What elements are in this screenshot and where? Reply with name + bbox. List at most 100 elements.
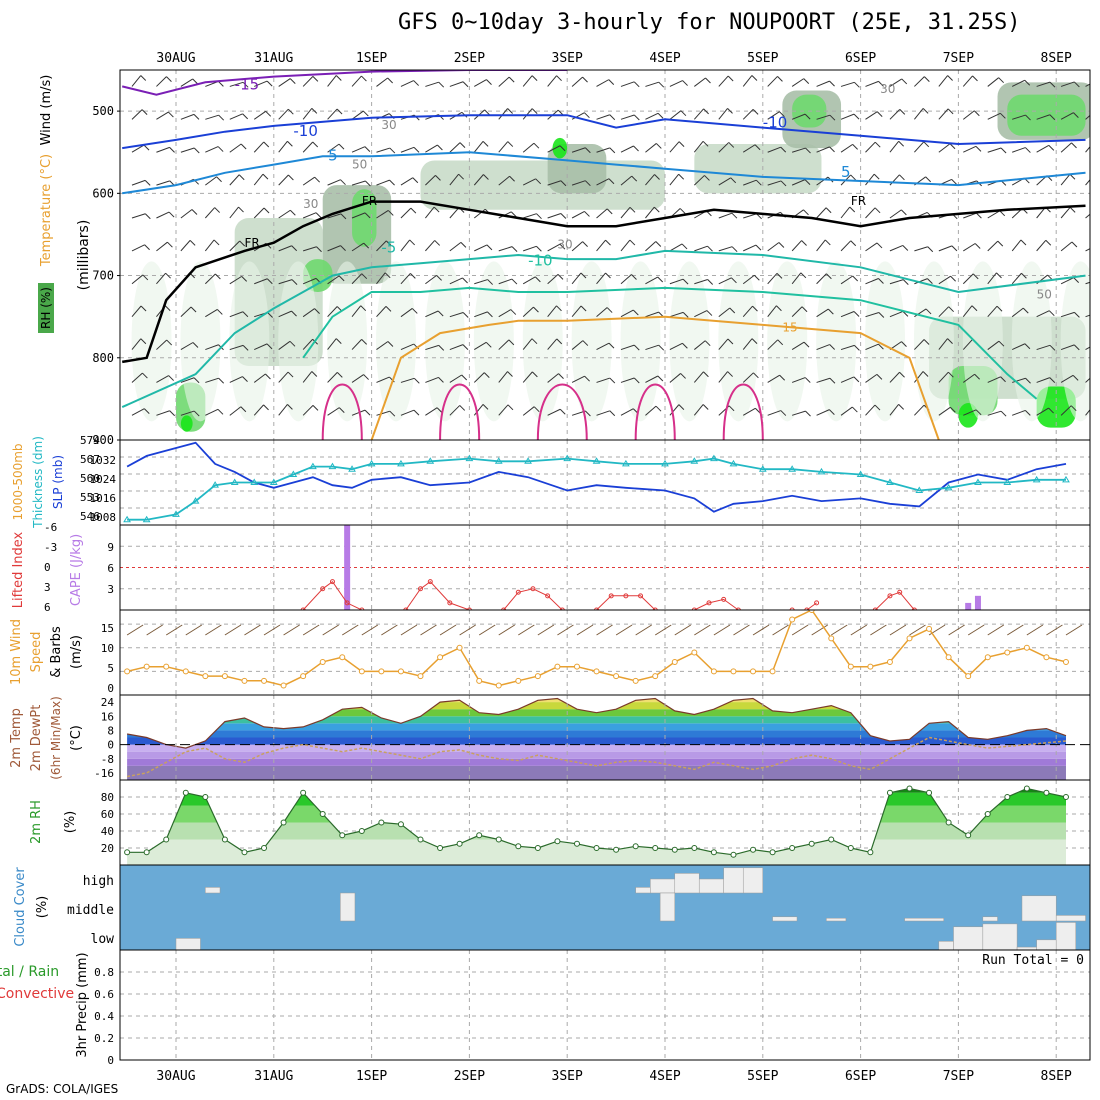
wind-barb [889,371,900,383]
wind-barb-flag [361,273,368,280]
pressure-tick: 700 [92,269,114,283]
wind-barb-flag [411,308,418,314]
wind-barb [131,305,142,317]
wind-barb [645,276,658,285]
wind-barb [376,410,391,416]
wind-barb [791,179,806,186]
wind-barb [327,407,340,416]
wind-barb-flag [854,345,860,351]
wind-barb [669,342,683,351]
wind-barb [156,146,170,153]
cloud-cell [982,916,998,922]
wind-barb-flag [703,108,709,115]
wind-barb [205,377,219,383]
rh-marker [573,840,580,847]
wind-barb-flag [240,143,247,150]
wind-barb [180,342,194,350]
wind-barb [938,275,951,285]
wind-speed-marker [476,677,483,684]
slp-tick: 1032 [90,454,117,467]
rh-haze [229,261,270,422]
wind-barb [596,114,610,120]
rh-tick: 20 [101,842,114,855]
wind-barb-flag [438,81,445,88]
wind-barb [278,371,289,383]
lifted-index-marker [559,607,565,610]
wind-barb-flag [189,240,196,246]
wind-barb-flag [825,207,832,214]
rh-haze [180,261,221,422]
wind-barb-flag [780,146,787,153]
wind-barb [156,339,168,350]
wind-barb-flag [287,140,293,147]
wind-barb-flag [754,144,761,151]
wind-barb-flag [1096,209,1100,214]
wind-barb [498,246,513,252]
wind-label: Wind (m/s) [39,75,54,146]
wind-barb [1036,344,1051,351]
wind-barb [156,241,168,252]
wind-barb-flag [507,371,513,377]
wind-barb-flag [1094,404,1099,409]
wind-speed-marker [319,658,326,665]
wind-barb [1036,114,1051,120]
wind-barb [547,373,559,383]
wind-tick: 10 [101,642,114,655]
wind-speed-marker [143,663,150,670]
thickness-marker [397,459,405,467]
wind-barb [767,305,777,317]
cloud-cell [982,923,1018,950]
wind-barb [1085,281,1090,285]
wind-barb [693,175,705,186]
contour-label: 50 [1037,288,1052,302]
wind-barb-flag [585,147,591,154]
wind-barb [156,272,166,285]
wind-barb-flag [703,371,709,378]
wind-barb-flag [508,339,515,346]
wind-barb-flag [778,242,785,248]
rh-tick: 60 [101,808,114,821]
wind-barb-flag [216,309,223,315]
surface-barb [400,624,418,636]
wind-barb [1060,142,1072,153]
temp-band [127,758,1067,766]
wind-barb-flag [606,208,613,215]
rh-marker [1023,785,1030,792]
rh-marker [261,845,268,851]
wind-barb-flag [361,75,367,82]
wind-barb-flag [289,209,296,216]
wind-barb [376,179,390,186]
wind-barb [914,76,925,87]
wind-barb [987,272,997,285]
wind-barb [840,206,851,219]
wind-barb [498,309,512,318]
dewpoint-line [126,736,1067,778]
wind-barb [474,279,488,285]
wind-barb-flag [973,110,980,117]
wind-barb [669,173,680,186]
wind-barb [645,344,659,351]
wind-speed-marker [808,610,815,613]
wind-barb-flag [533,306,539,313]
wind-barb-flag [727,108,733,114]
wind-barb-flag [486,244,493,251]
thickness-marker [1062,475,1070,483]
wind-barb [449,241,462,252]
wind-barb [962,110,975,120]
wind-barb [596,342,610,350]
rh-marker [652,845,659,851]
wind-barb [718,277,732,285]
temp-band [127,737,1067,745]
wind-barb [791,377,806,383]
wind-barb-flag [922,371,929,377]
wind-barb-flag [511,246,518,252]
wind-barb-flag [878,343,884,350]
wind-barb-flag [140,75,147,81]
wind-barb [156,211,170,219]
wind-barb-flag [780,410,787,416]
wind-barb-flag [238,206,244,213]
wind-barb [254,278,268,285]
wind-barb-flag [316,246,322,253]
wind-barb-flag [1096,110,1100,115]
wind-barb [400,146,415,153]
